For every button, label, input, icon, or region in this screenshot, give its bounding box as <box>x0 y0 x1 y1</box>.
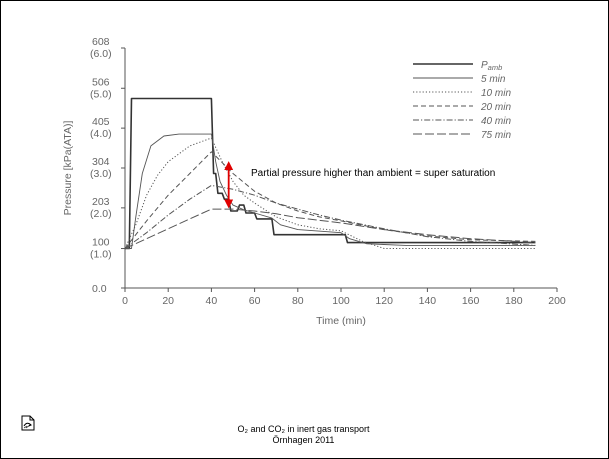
y-tick-label-ata: (3.0) <box>90 168 112 180</box>
y-tick-label-ata: (5.0) <box>90 88 112 100</box>
legend-label-main: P <box>481 60 488 71</box>
y-tick-label-kpa: 203 <box>92 196 110 208</box>
annotation-text: Partial pressure higher than ambient = s… <box>251 168 495 179</box>
y-tick-label-ata: (6.0) <box>90 48 112 60</box>
x-tick-label: 120 <box>375 295 393 307</box>
recycle-document-icon <box>21 415 35 431</box>
x-tick-label: 100 <box>332 295 350 307</box>
series-line-75-min <box>124 208 536 249</box>
y-tick-label-kpa: 0.0 <box>92 283 107 295</box>
y-tick-label-kpa: 506 <box>92 76 110 88</box>
x-tick-label: 0 <box>122 295 128 307</box>
legend-label: 75 min <box>481 130 511 141</box>
ticks: 0 20 40 60 80 100 120 140 160 180 2000.0100(1.0)20… <box>90 36 566 307</box>
series-line-40-min <box>124 184 536 249</box>
x-tick-label: 200 <box>548 295 566 307</box>
y-axis-label: Pressure [kPa(ATA)] <box>62 121 74 216</box>
x-tick-label: 20 <box>162 295 174 307</box>
chart: 0 20 40 60 80 100 120 140 160 180 2000.0100(1.0)20… <box>62 36 566 327</box>
y-tick-label-ata: (2.0) <box>90 208 112 220</box>
caption-line-1: O₂ and CO₂ in inert gas transport <box>237 424 370 434</box>
x-tick-label: 60 <box>249 295 261 307</box>
y-tick-label-kpa: 608 <box>92 36 110 48</box>
legend-label-sub: amb <box>488 63 503 72</box>
y-tick-label-ata: (1.0) <box>90 249 112 261</box>
slide-caption: O₂ and CO₂ in inert gas transport Örnhag… <box>231 424 376 446</box>
series-line-p-amb <box>125 97 536 250</box>
y-tick-label-kpa: 405 <box>92 116 110 128</box>
legend-label: 40 min <box>481 116 511 127</box>
legend-label: 20 min <box>480 102 511 113</box>
series <box>124 97 536 250</box>
x-tick-label: 80 <box>292 295 304 307</box>
legend-label: 10 min <box>481 88 511 99</box>
legend: Pamb 5 min 10 min 20 min 40 min 75 min <box>413 60 511 141</box>
y-tick-label-kpa: 100 <box>92 237 110 249</box>
caption-line-2: Örnhagen 2011 <box>272 435 335 445</box>
series-line-5-min <box>125 133 536 249</box>
legend-label: Pamb <box>481 60 502 72</box>
x-axis-label: Time (min) <box>316 315 366 327</box>
x-tick-label: 40 <box>206 295 218 307</box>
x-tick-label: 160 <box>462 295 480 307</box>
legend-label: 5 min <box>481 74 506 85</box>
x-tick-label: 140 <box>419 295 437 307</box>
y-tick-label-kpa: 304 <box>92 156 110 168</box>
y-tick-label-ata: (4.0) <box>90 128 112 140</box>
x-tick-label: 180 <box>505 295 523 307</box>
